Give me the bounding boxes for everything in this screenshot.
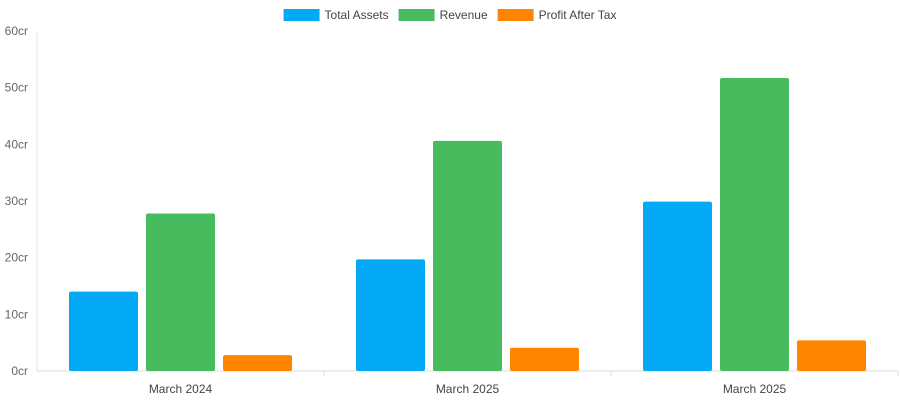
bar-profit-after-tax[interactable]: [223, 355, 292, 371]
bar-profit-after-tax[interactable]: [797, 340, 866, 371]
x-category-label: March 2024: [149, 382, 213, 396]
bar-total-assets[interactable]: [643, 201, 712, 371]
legend-swatch-total-assets[interactable]: [283, 9, 320, 21]
y-tick-label: 40cr: [5, 137, 28, 151]
y-tick-label: 0cr: [11, 364, 28, 378]
legend-label[interactable]: Profit After Tax: [539, 8, 617, 22]
y-tick-label: 50cr: [5, 81, 28, 95]
y-tick-label: 10cr: [5, 307, 28, 321]
bar-total-assets[interactable]: [69, 291, 138, 371]
x-category-label: March 2025: [723, 382, 787, 396]
bar-revenue[interactable]: [720, 78, 789, 372]
legend-swatch-profit-after-tax[interactable]: [497, 9, 534, 21]
y-tick-label: 20cr: [5, 251, 28, 265]
legend-label[interactable]: Revenue: [440, 8, 488, 22]
y-tick-label: 60cr: [5, 24, 28, 38]
y-tick-label: 30cr: [5, 194, 28, 208]
bar-revenue[interactable]: [433, 140, 502, 371]
bar-revenue[interactable]: [146, 213, 215, 371]
legend-label[interactable]: Total Assets: [325, 8, 389, 22]
bar-total-assets[interactable]: [356, 259, 425, 371]
x-category-label: March 2025: [436, 382, 500, 396]
legend-swatch-revenue[interactable]: [398, 9, 435, 21]
bar-profit-after-tax[interactable]: [510, 347, 579, 371]
